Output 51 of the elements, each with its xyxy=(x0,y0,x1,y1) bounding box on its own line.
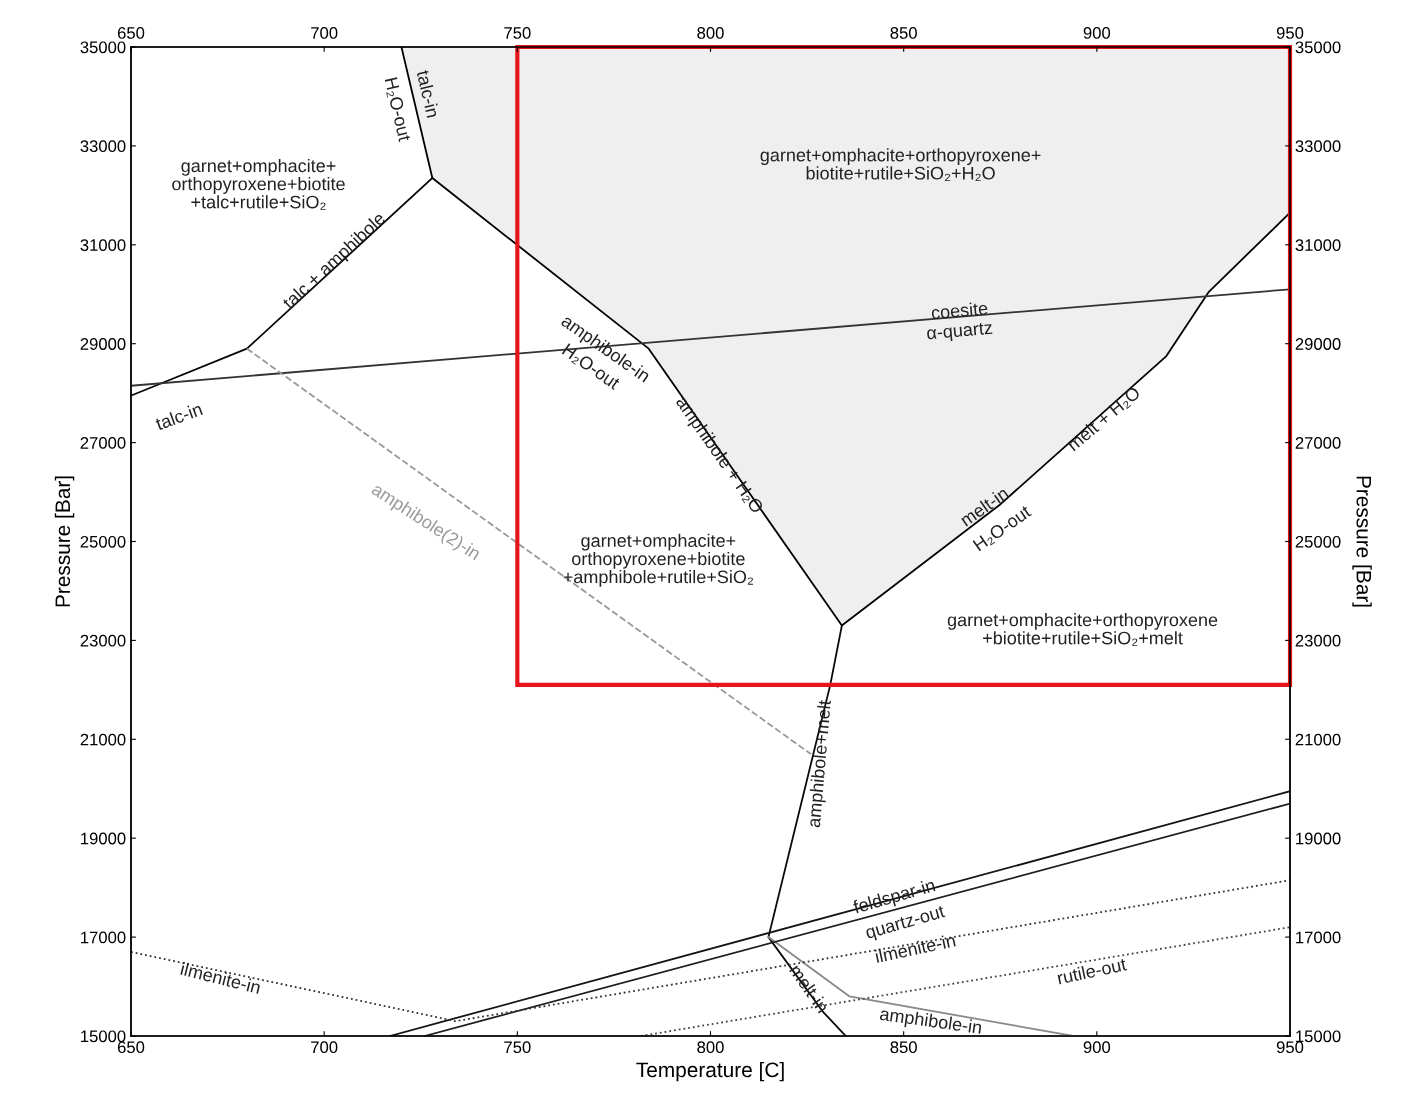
x2-tick-label: 950 xyxy=(1276,27,1304,39)
annotation: garnet+omphacite+ orthopyroxene+biotite +amphibole+rutile+SiO₂ xyxy=(563,533,754,587)
annotation: amphibole-in xyxy=(879,1006,982,1038)
x2-tick-label: 850 xyxy=(890,27,917,39)
x2-tick-label: 800 xyxy=(697,27,724,39)
y2-axis-title: Pressure [Bar] xyxy=(1352,476,1372,607)
x2-tick-label: 700 xyxy=(311,27,338,39)
y2-tick-label: 19000 xyxy=(1296,832,1341,845)
y-tick-label: 33000 xyxy=(80,140,126,153)
x-tick-label: 850 xyxy=(890,1041,917,1054)
annotation: garnet+omphacite+orthopyroxene +biotite+rutile+SiO₂+melt xyxy=(947,613,1218,646)
y2-tick-label: 35000 xyxy=(1295,41,1341,54)
y-axis-title: Pressure [Bar] xyxy=(54,476,75,607)
x2-tick-label: 750 xyxy=(504,27,531,39)
x-tick-label: 950 xyxy=(1276,1041,1304,1054)
annotation: melt + H₂O xyxy=(1066,385,1142,453)
annotation: garnet+omphacite+orthopyroxene+ biotite+rutile+SiO₂+H₂O xyxy=(760,148,1041,181)
y-tick-label: 31000 xyxy=(80,239,126,251)
y2-tick-label: 23000 xyxy=(1295,634,1341,647)
annotation: coesite xyxy=(931,301,988,320)
annotation: amphibole+melt xyxy=(806,699,835,828)
y-tick-label: 29000 xyxy=(80,338,126,350)
y2-tick-label: 15000 xyxy=(1296,1030,1341,1043)
y2-tick-label: 31000 xyxy=(1295,239,1341,251)
annotation: H₂O-out xyxy=(383,77,412,143)
annotation: talc-in xyxy=(154,402,203,431)
y2-tick-label: 27000 xyxy=(1295,437,1341,449)
y-tick-label: 23000 xyxy=(80,634,126,647)
x-axis-title: Temperature [C] xyxy=(636,1061,784,1082)
y2-tick-label: 33000 xyxy=(1295,140,1341,153)
y2-tick-label: 25000 xyxy=(1295,535,1341,548)
y-tick-label: 21000 xyxy=(80,733,126,746)
y-tick-label: 19000 xyxy=(81,832,126,845)
x-tick-label: 900 xyxy=(1083,1041,1111,1054)
y2-tick-label: 17000 xyxy=(1296,931,1341,944)
y2-tick-label: 21000 xyxy=(1295,733,1341,746)
x-tick-label: 750 xyxy=(504,1041,531,1054)
x-tick-label: 700 xyxy=(311,1041,338,1054)
annotation: α-quartz xyxy=(926,322,993,344)
x2-tick-label: 650 xyxy=(117,27,145,39)
y-tick-label: 17000 xyxy=(81,931,126,944)
y-tick-label: 35000 xyxy=(80,41,126,54)
annotation: talc-in xyxy=(416,69,440,118)
y2-tick-label: 29000 xyxy=(1295,338,1341,350)
y-tick-label: 25000 xyxy=(80,535,126,548)
x2-tick-label: 900 xyxy=(1083,27,1111,39)
y-tick-label: 15000 xyxy=(81,1030,126,1043)
x-tick-label: 800 xyxy=(697,1041,724,1054)
x-tick-label: 650 xyxy=(117,1041,145,1054)
y-tick-label: 27000 xyxy=(80,437,126,449)
annotation: rutile-out xyxy=(1056,957,1128,985)
